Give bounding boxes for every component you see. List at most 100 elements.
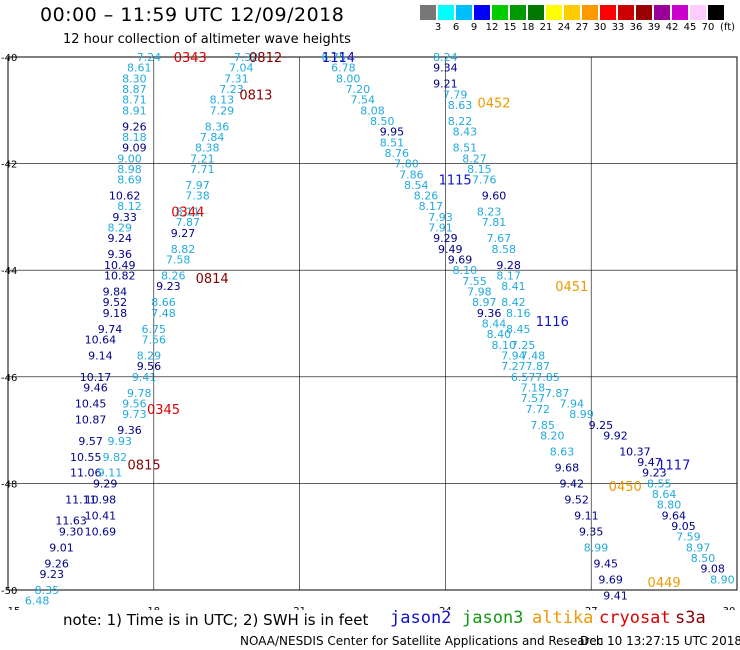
data-point-label: 8.63 [550, 445, 575, 458]
data-point-label: 9.95 [380, 126, 405, 139]
data-point-label: 9.92 [603, 429, 628, 442]
axes: 15 18 21 24 27 30 -40 -42 -44 -46 -48 -50 [1, 53, 738, 610]
data-point-label: 9.14 [88, 349, 113, 362]
color-swatch [618, 5, 634, 20]
time-label: 0343 [174, 51, 207, 66]
data-point-label: 8.66 [151, 296, 176, 309]
data-point-label: 9.93 [108, 435, 133, 448]
time-label: 1117 [657, 459, 690, 474]
color-swatch [510, 5, 526, 20]
data-point-label: 8.42 [501, 296, 526, 309]
legend-altika: altika [532, 608, 594, 628]
data-point-label: 9.84 [103, 286, 128, 299]
color-swatch [708, 5, 724, 20]
data-point-label: 9.30 [59, 525, 84, 538]
data-point-label: 11.63 [55, 515, 87, 528]
data-point-label: 9.35 [579, 525, 604, 538]
time-label: 0814 [196, 272, 229, 287]
data-point-label: 9.05 [671, 520, 696, 533]
y-tick-label: -50 [1, 586, 17, 597]
color-swatch-label: 39 [647, 22, 661, 33]
color-swatch-label: 9 [470, 22, 478, 33]
color-swatch-label: 6 [452, 22, 460, 33]
data-point-label: 8.27 [462, 152, 487, 165]
legend-s3a: s3a [675, 608, 706, 628]
color-swatch-label: 27 [575, 22, 589, 33]
data-point-label: 9.57 [78, 435, 103, 448]
data-point-label: 7.38 [185, 190, 210, 203]
data-point-label: 9.34 [433, 62, 458, 75]
color-swatch-label: 70 [701, 22, 715, 33]
color-swatch [690, 5, 706, 20]
data-point-label: 7.91 [428, 222, 453, 235]
data-point-label: 8.10 [453, 264, 478, 277]
data-point-label: 7.94 [501, 349, 526, 362]
time-label: 0815 [128, 459, 161, 474]
data-point-label: 8.54 [404, 179, 429, 192]
data-point-label: 10.17 [80, 371, 112, 384]
data-point-label: 7.24 [137, 51, 162, 64]
data-point-label: 9.36 [108, 248, 133, 261]
data-point-label: 8.17 [496, 270, 521, 283]
data-point-label: 8.99 [584, 541, 609, 554]
data-point-label: 8.22 [448, 115, 473, 128]
color-swatch [636, 5, 652, 20]
data-point-label: 9.01 [49, 541, 74, 554]
data-point-label: 8.50 [691, 552, 716, 565]
color-swatch-label: 33 [611, 22, 625, 33]
x-tick-label: 27 [585, 606, 598, 610]
data-point-label: 7.55 [462, 275, 487, 288]
data-point-label: 7.94 [560, 397, 585, 410]
y-tick-label: -42 [1, 160, 17, 171]
data-point-label: 9.42 [560, 477, 585, 490]
data-point-label: 10.87 [75, 413, 107, 426]
data-point-label: 10.98 [85, 493, 117, 506]
x-tick-label: 30 [723, 606, 736, 610]
data-point-label: 9.18 [103, 307, 128, 320]
color-swatch [456, 5, 472, 20]
data-point-label: 9.73 [122, 408, 147, 421]
data-point-label: 6.48 [25, 595, 50, 608]
color-scale: (ft) 3 6 9 12 15 18 21 24 27 30 33 36 39 42 45 70 [420, 5, 740, 39]
data-point-label: 8.35 [35, 584, 60, 597]
data-point-label: 9.74 [98, 323, 123, 336]
data-point-label: 8.82 [171, 243, 196, 256]
data-point-label: 8.18 [122, 131, 147, 144]
time-label: 0812 [249, 51, 282, 66]
color-swatch-label: 3 [434, 22, 442, 33]
data-point-label: 8.15 [467, 163, 492, 176]
time-label: 0451 [555, 280, 588, 295]
data-point-label: 8.12 [117, 200, 142, 213]
chart-title: 00:00 – 11:59 UTC 12/09/2018 [40, 4, 345, 26]
color-swatch [654, 5, 670, 20]
color-swatch-label: 15 [503, 22, 517, 33]
data-point-label: 7.98 [467, 286, 492, 299]
time-label: 0450 [609, 480, 642, 495]
color-swatch-label: 18 [521, 22, 535, 33]
data-point-label: 8.20 [540, 429, 565, 442]
data-point-label: 9.36 [117, 424, 142, 437]
plot-frame [7, 56, 738, 591]
color-swatch-label: 24 [557, 22, 571, 33]
data-point-label: 7.25 [511, 339, 536, 352]
data-point-label: 8.16 [506, 307, 531, 320]
data-point-label: 9.64 [662, 509, 687, 522]
chart-subtitle: 12 hour collection of altimeter wave hei… [63, 32, 351, 47]
color-scale-unit: (ft) [720, 22, 736, 33]
color-swatch-label: 21 [539, 22, 553, 33]
data-point-label: 8.76 [385, 147, 410, 160]
data-point-label: 9.78 [127, 387, 152, 400]
data-point-label: 9.26 [44, 557, 69, 570]
color-swatch [582, 5, 598, 20]
data-point-label: 9.56 [122, 397, 147, 410]
data-point-label: 7.54 [351, 94, 376, 107]
data-point-label: 8.87 [122, 83, 147, 96]
data-point-label: 9.41 [603, 589, 628, 602]
data-point-label: 9.23 [39, 568, 64, 581]
data-point-label: 7.23 [219, 83, 244, 96]
data-point-label: 7.21 [190, 152, 215, 165]
y-tick-label: -48 [1, 479, 17, 490]
color-swatch-label: 45 [683, 22, 697, 33]
data-point-label: 7.85 [535, 371, 560, 384]
